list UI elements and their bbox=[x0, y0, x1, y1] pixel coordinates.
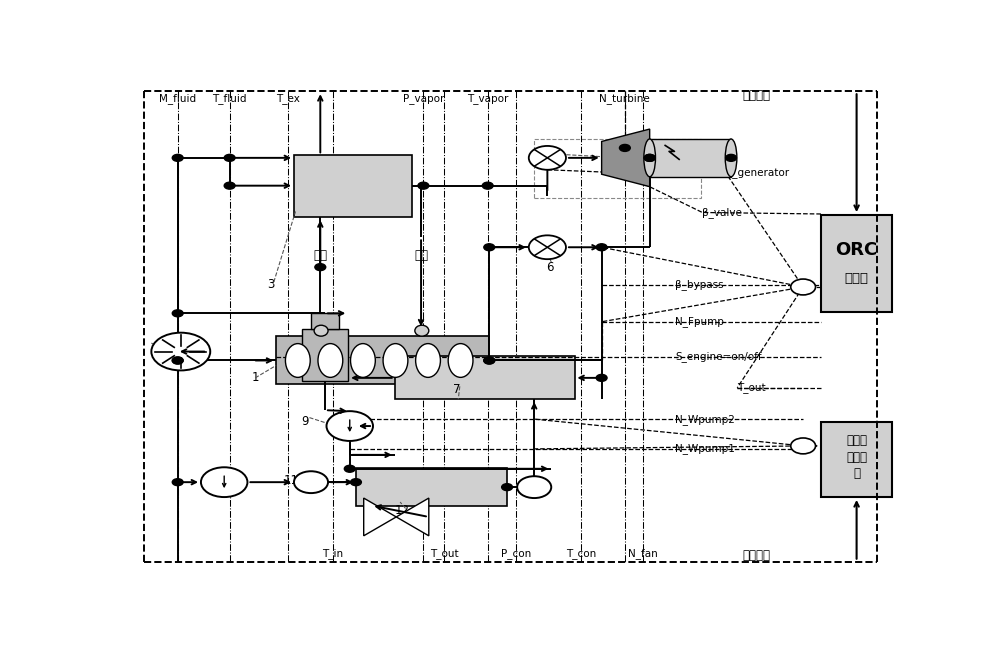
Circle shape bbox=[315, 264, 326, 271]
Ellipse shape bbox=[351, 344, 375, 377]
Circle shape bbox=[172, 310, 183, 317]
Circle shape bbox=[484, 357, 495, 364]
Text: β_valve: β_valve bbox=[702, 207, 742, 218]
Text: N_fan: N_fan bbox=[628, 548, 658, 559]
Text: 7: 7 bbox=[453, 382, 460, 396]
Circle shape bbox=[326, 411, 373, 441]
Text: N_turbine: N_turbine bbox=[600, 93, 650, 104]
Bar bbox=[311, 313, 339, 329]
Ellipse shape bbox=[318, 344, 343, 377]
Text: ORC: ORC bbox=[835, 241, 878, 259]
Ellipse shape bbox=[285, 344, 310, 377]
Text: 3: 3 bbox=[267, 279, 274, 292]
Polygon shape bbox=[602, 129, 650, 186]
Circle shape bbox=[418, 182, 429, 189]
Bar bbox=[534, 139, 701, 197]
Circle shape bbox=[726, 154, 736, 161]
Text: T_con: T_con bbox=[566, 548, 596, 559]
Text: N_Wpump1: N_Wpump1 bbox=[675, 444, 735, 454]
Text: 冷却循: 冷却循 bbox=[846, 435, 867, 448]
Text: 采集线束: 采集线束 bbox=[743, 89, 771, 103]
Text: T_vapor: T_vapor bbox=[467, 93, 508, 104]
Bar bbox=[821, 215, 892, 312]
Circle shape bbox=[351, 479, 361, 486]
Circle shape bbox=[596, 244, 607, 251]
Text: 9: 9 bbox=[301, 415, 309, 428]
Circle shape bbox=[294, 471, 328, 493]
Text: 11: 11 bbox=[284, 474, 299, 487]
Polygon shape bbox=[364, 498, 396, 536]
Text: 环控制: 环控制 bbox=[846, 451, 867, 464]
Text: 采集线束: 采集线束 bbox=[743, 549, 771, 562]
Polygon shape bbox=[396, 498, 429, 536]
Circle shape bbox=[172, 357, 183, 364]
Circle shape bbox=[529, 235, 566, 259]
Bar bbox=[294, 155, 412, 217]
Circle shape bbox=[644, 154, 655, 161]
Circle shape bbox=[224, 154, 235, 161]
Circle shape bbox=[791, 438, 816, 454]
Text: 器: 器 bbox=[853, 467, 860, 481]
Text: N_Wpump2: N_Wpump2 bbox=[675, 413, 735, 424]
Text: 排气: 排气 bbox=[313, 249, 327, 262]
Text: T_out: T_out bbox=[737, 382, 766, 393]
Ellipse shape bbox=[415, 325, 429, 336]
Bar bbox=[821, 422, 892, 497]
Circle shape bbox=[484, 244, 495, 251]
Ellipse shape bbox=[383, 344, 408, 377]
Ellipse shape bbox=[314, 325, 328, 336]
Bar bbox=[650, 139, 731, 177]
Text: P_vapor: P_vapor bbox=[403, 93, 444, 104]
Text: 控制器: 控制器 bbox=[845, 272, 869, 285]
Text: 2: 2 bbox=[158, 345, 166, 358]
Bar bbox=[395, 355, 574, 399]
Text: P_con: P_con bbox=[501, 548, 532, 559]
Circle shape bbox=[529, 146, 566, 170]
Text: T_in: T_in bbox=[322, 548, 343, 559]
Text: 12: 12 bbox=[395, 504, 410, 517]
Text: S_engine=on/off: S_engine=on/off bbox=[675, 351, 762, 362]
Circle shape bbox=[791, 279, 816, 295]
Circle shape bbox=[172, 357, 183, 364]
Text: 8: 8 bbox=[290, 357, 298, 370]
Circle shape bbox=[172, 154, 183, 161]
Circle shape bbox=[502, 484, 512, 491]
Text: T_out: T_out bbox=[430, 548, 459, 559]
Circle shape bbox=[619, 144, 630, 152]
Ellipse shape bbox=[725, 139, 737, 177]
Ellipse shape bbox=[644, 139, 655, 177]
Text: T_ex: T_ex bbox=[276, 93, 300, 104]
Text: M_fluid: M_fluid bbox=[159, 93, 196, 104]
Text: T_fluid: T_fluid bbox=[212, 93, 247, 104]
Circle shape bbox=[201, 467, 247, 497]
Bar bbox=[302, 329, 348, 381]
Circle shape bbox=[224, 182, 235, 189]
Bar bbox=[356, 468, 507, 506]
Text: 4: 4 bbox=[538, 148, 546, 161]
Circle shape bbox=[484, 357, 495, 364]
Circle shape bbox=[644, 154, 655, 161]
Text: β_bypass: β_bypass bbox=[675, 279, 724, 290]
Circle shape bbox=[172, 479, 183, 486]
Circle shape bbox=[151, 333, 210, 370]
Ellipse shape bbox=[448, 344, 473, 377]
Text: N_Fpump: N_Fpump bbox=[675, 316, 724, 327]
Text: 进气: 进气 bbox=[414, 249, 428, 262]
Circle shape bbox=[517, 476, 551, 498]
Ellipse shape bbox=[416, 344, 440, 377]
Bar bbox=[276, 335, 489, 384]
Circle shape bbox=[596, 374, 607, 381]
Text: 6: 6 bbox=[546, 261, 553, 273]
Circle shape bbox=[344, 465, 355, 472]
Text: P_generator: P_generator bbox=[726, 167, 789, 178]
Text: 5: 5 bbox=[554, 148, 561, 161]
Circle shape bbox=[482, 182, 493, 189]
Text: 10: 10 bbox=[201, 474, 216, 487]
Text: 1: 1 bbox=[251, 372, 259, 384]
